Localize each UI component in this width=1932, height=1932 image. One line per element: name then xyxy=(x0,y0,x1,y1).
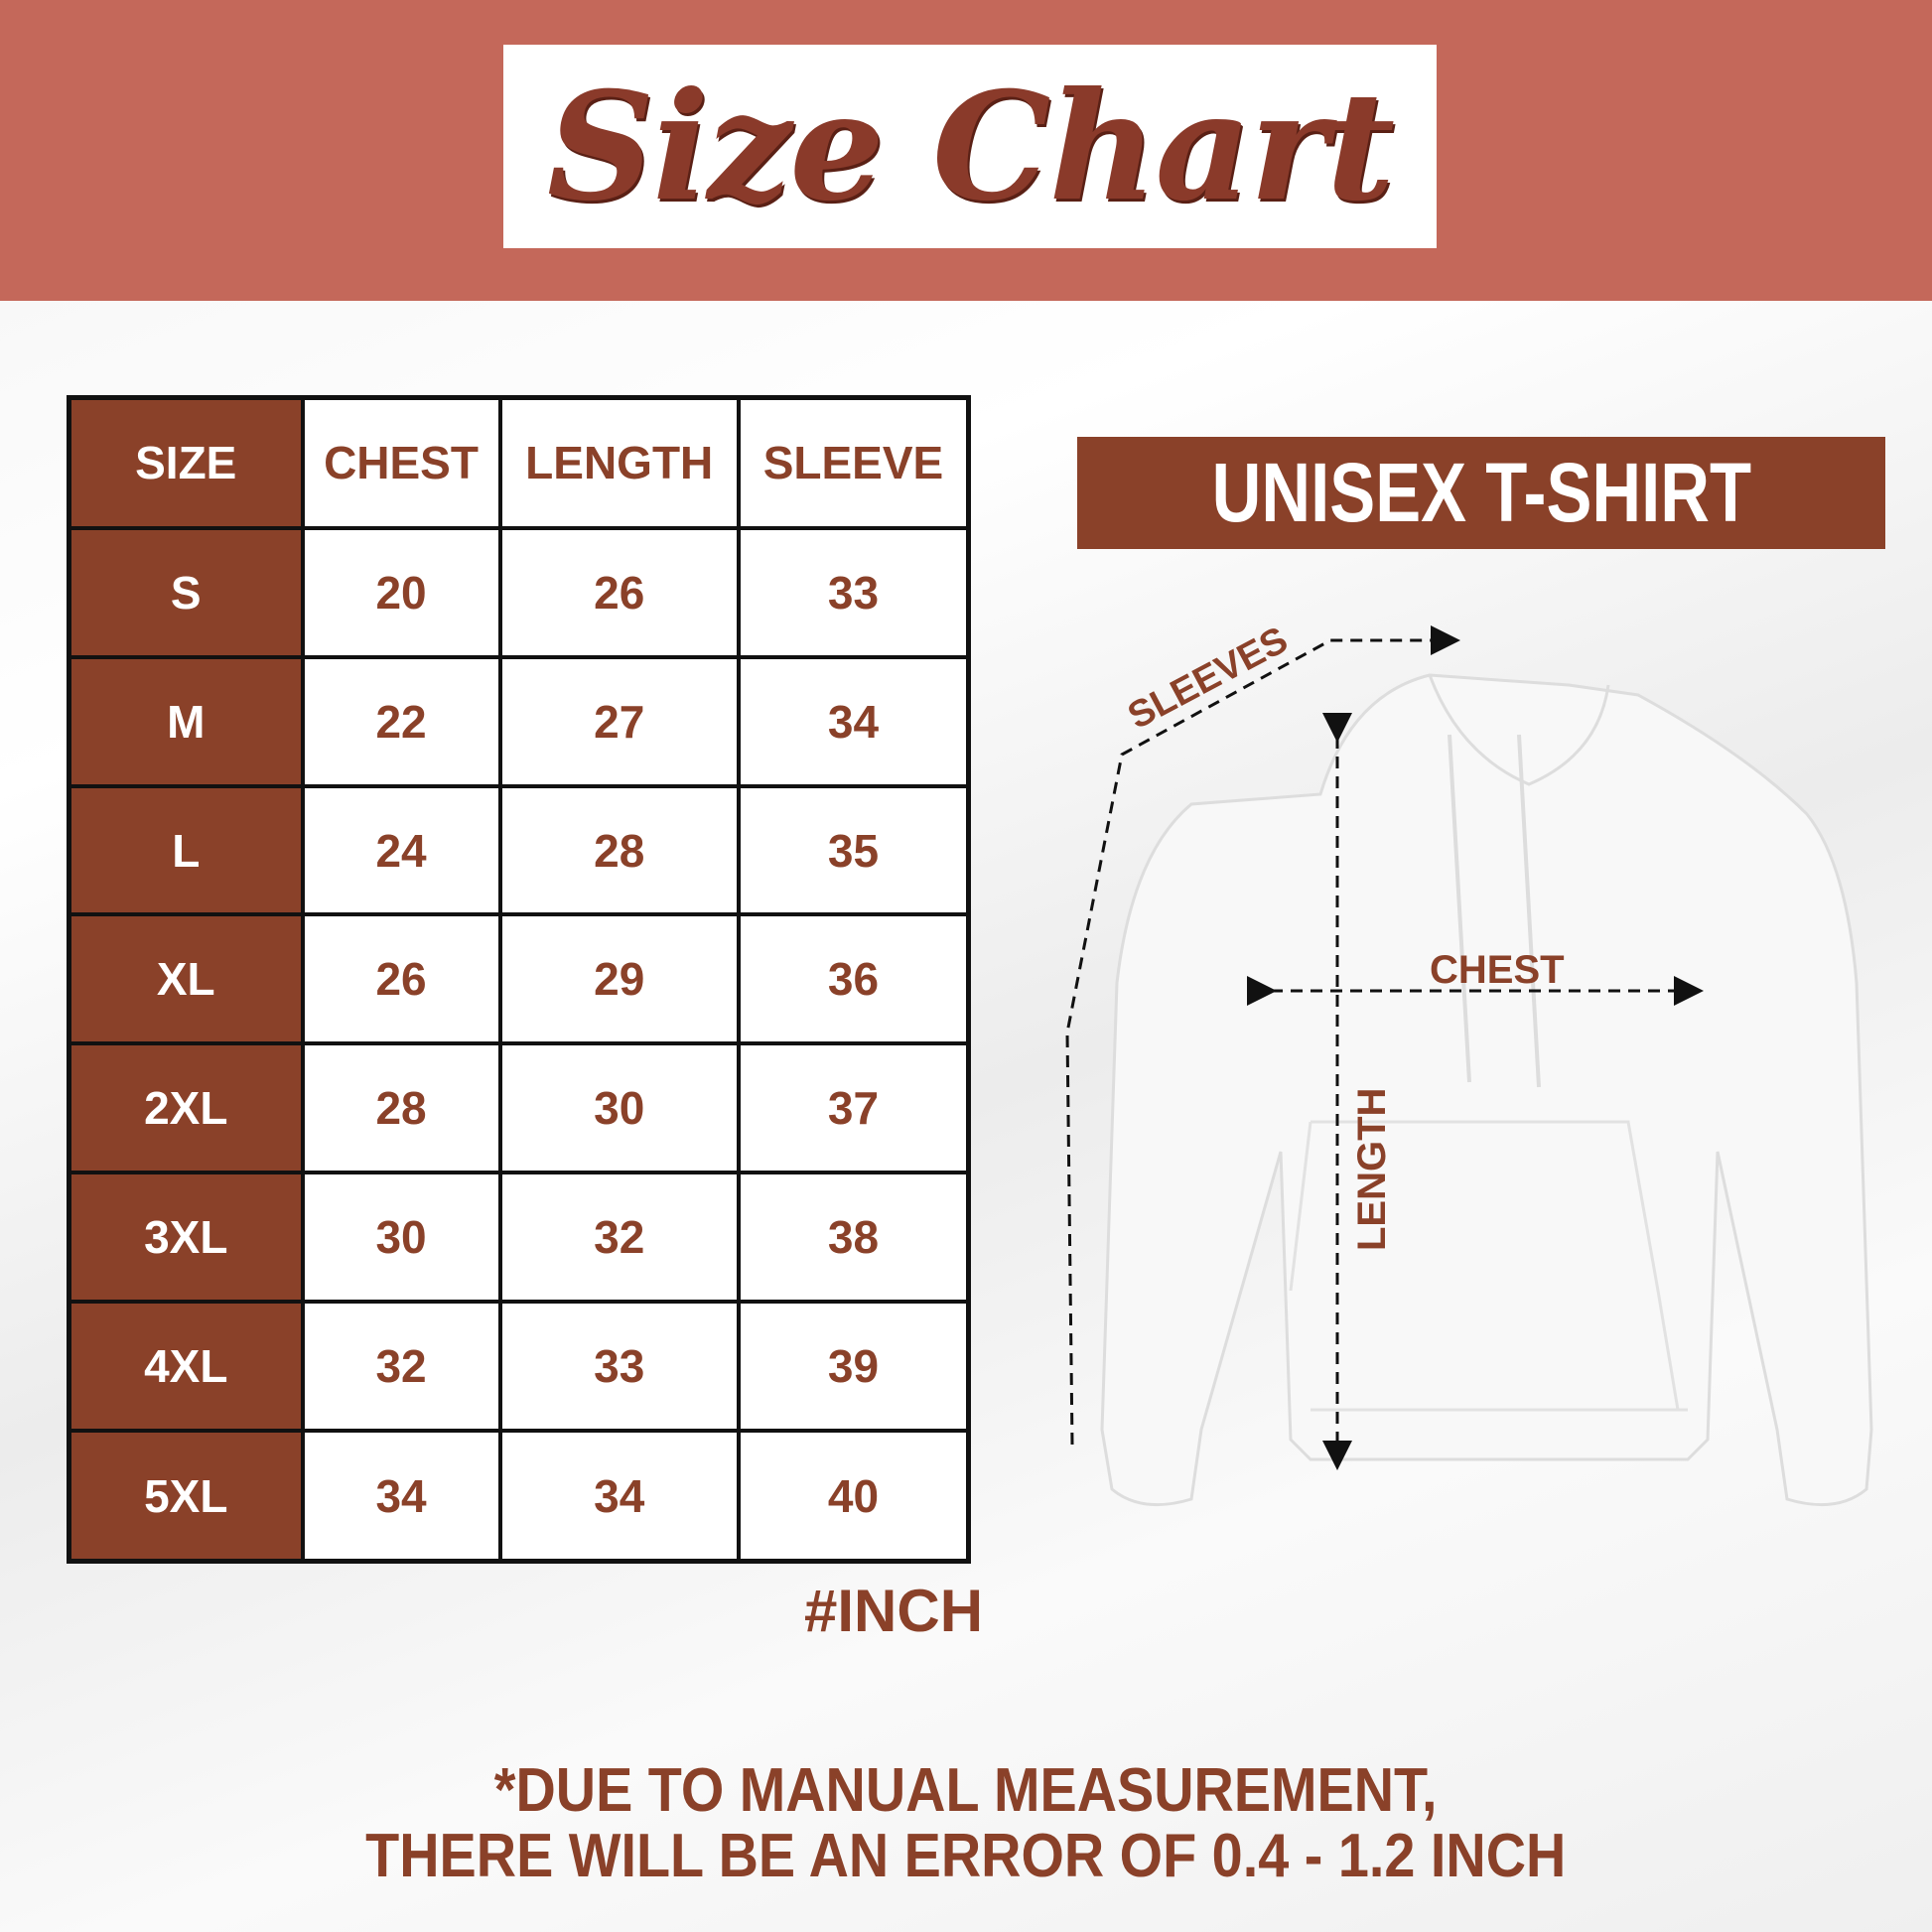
table-row: 2XL 28 30 37 xyxy=(67,1041,971,1175)
measure-cell: 32 xyxy=(300,1300,502,1434)
column-header: LENGTH xyxy=(497,395,741,530)
product-label: UNISEX T-SHIRT xyxy=(1077,437,1885,549)
measure-cell: 28 xyxy=(497,783,741,917)
table-row: M 22 27 34 xyxy=(67,654,971,788)
table-row: 3XL 30 32 38 xyxy=(67,1171,971,1305)
measure-cell: 26 xyxy=(300,912,502,1046)
measure-cell: 24 xyxy=(300,783,502,917)
table-row: 4XL 32 33 39 xyxy=(67,1300,971,1434)
size-cell: 5XL xyxy=(67,1429,305,1564)
size-cell: M xyxy=(67,654,305,788)
measure-cell: 30 xyxy=(300,1171,502,1305)
length-label: LENGTH xyxy=(1350,1088,1394,1251)
table-row: L 24 28 35 xyxy=(67,783,971,917)
sleeves-label: SLEEVES xyxy=(1122,620,1295,738)
column-header: CHEST xyxy=(300,395,502,530)
measure-cell: 40 xyxy=(736,1429,971,1564)
sleeve-measure-line xyxy=(1065,625,1460,1446)
measure-cell: 34 xyxy=(736,654,971,788)
table-header-row: SIZE CHEST LENGTH SLEEVE xyxy=(67,395,971,530)
size-cell: 2XL xyxy=(67,1041,305,1175)
measure-cell: 33 xyxy=(736,525,971,659)
size-cell: XL xyxy=(67,912,305,1046)
size-cell: 4XL xyxy=(67,1300,305,1434)
measure-cell: 20 xyxy=(300,525,502,659)
measure-cell: 34 xyxy=(497,1429,741,1564)
measure-cell: 22 xyxy=(300,654,502,788)
measure-cell: 29 xyxy=(497,912,741,1046)
measure-cell: 37 xyxy=(736,1041,971,1175)
measure-cell: 39 xyxy=(736,1300,971,1434)
title-box: Size Chart xyxy=(503,45,1437,248)
table-row: 5XL 34 34 40 xyxy=(67,1429,971,1564)
note-line-2: THERE WILL BE AN ERROR OF 0.4 - 1.2 INCH xyxy=(0,1821,1932,1891)
table-row: S 20 26 33 xyxy=(67,525,971,659)
size-table: SIZE CHEST LENGTH SLEEVE S 20 26 33 M 22 27 34 L 24 28… xyxy=(67,395,971,1564)
note-line-2-text: THERE WILL BE AN ERROR OF 0.4 - 1.2 INCH xyxy=(365,1822,1567,1890)
size-cell: S xyxy=(67,525,305,659)
measure-cell: 35 xyxy=(736,783,971,917)
note-line-1: *DUE TO MANUAL MEASUREMENT, xyxy=(0,1755,1932,1826)
hoodie-shape xyxy=(1100,673,1873,1507)
page-title: Size Chart xyxy=(546,59,1395,234)
size-cell: L xyxy=(67,783,305,917)
measure-cell: 28 xyxy=(300,1041,502,1175)
column-header: SIZE xyxy=(67,395,305,530)
measure-cell: 36 xyxy=(736,912,971,1046)
measure-cell: 34 xyxy=(300,1429,502,1564)
measure-cell: 32 xyxy=(497,1171,741,1305)
unit-label: #INCH xyxy=(804,1578,984,1644)
size-cell: 3XL xyxy=(67,1171,305,1305)
product-label-text: UNISEX T-SHIRT xyxy=(1211,446,1751,539)
measure-cell: 26 xyxy=(497,525,741,659)
table-row: XL 26 29 36 xyxy=(67,912,971,1046)
measure-cell: 33 xyxy=(497,1300,741,1434)
note-line-1-text: *DUE TO MANUAL MEASUREMENT, xyxy=(494,1756,1438,1825)
column-header: SLEEVE xyxy=(736,395,971,530)
measure-cell: 27 xyxy=(497,654,741,788)
chest-label: CHEST xyxy=(1430,948,1565,992)
measure-cell: 38 xyxy=(736,1171,971,1305)
measure-cell: 30 xyxy=(497,1041,741,1175)
